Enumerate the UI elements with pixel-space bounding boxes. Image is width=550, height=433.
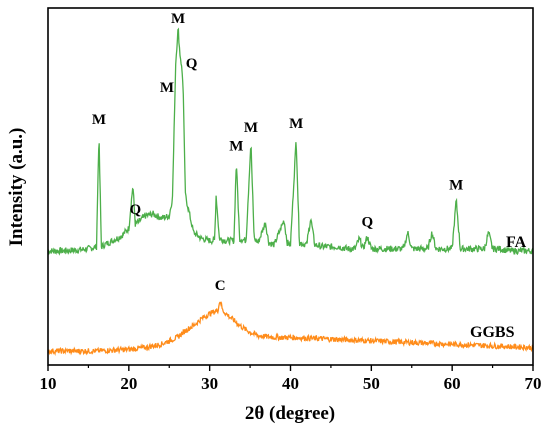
peak-label-m: M xyxy=(244,120,258,136)
x-tick-label: 20 xyxy=(120,374,137,393)
x-tick-label: 30 xyxy=(201,374,218,393)
peak-label-q: Q xyxy=(361,215,373,231)
peak-label-m: M xyxy=(92,112,106,128)
peak-label-m: M xyxy=(449,178,463,194)
x-tick-label: 50 xyxy=(363,374,380,393)
x-axis-title: 2θ (degree) xyxy=(245,403,335,424)
peak-label-q: Q xyxy=(129,202,141,218)
x-tick-label: 70 xyxy=(525,374,542,393)
peak-label-q: Q xyxy=(186,56,198,72)
series-layer xyxy=(47,27,534,357)
series-line-fa xyxy=(47,27,534,256)
y-axis-title: Intensity (a.u.) xyxy=(6,128,27,247)
peak-label-m: M xyxy=(229,139,243,155)
peak-label-m: M xyxy=(289,116,303,132)
peak-label-m: M xyxy=(171,11,185,27)
series-label-fa: FA xyxy=(506,234,527,251)
x-tick-label: 10 xyxy=(40,374,57,393)
x-tick-label: 60 xyxy=(444,374,461,393)
x-axis-ticks: 10 20 30 40 50 60 70 xyxy=(40,365,542,393)
peak-label-c: C xyxy=(215,278,226,294)
series-label-ggbs: GGBS xyxy=(470,324,515,341)
peak-label-m: M xyxy=(160,80,174,96)
series-line-ggbs xyxy=(47,300,534,357)
x-tick-label: 40 xyxy=(282,374,299,393)
